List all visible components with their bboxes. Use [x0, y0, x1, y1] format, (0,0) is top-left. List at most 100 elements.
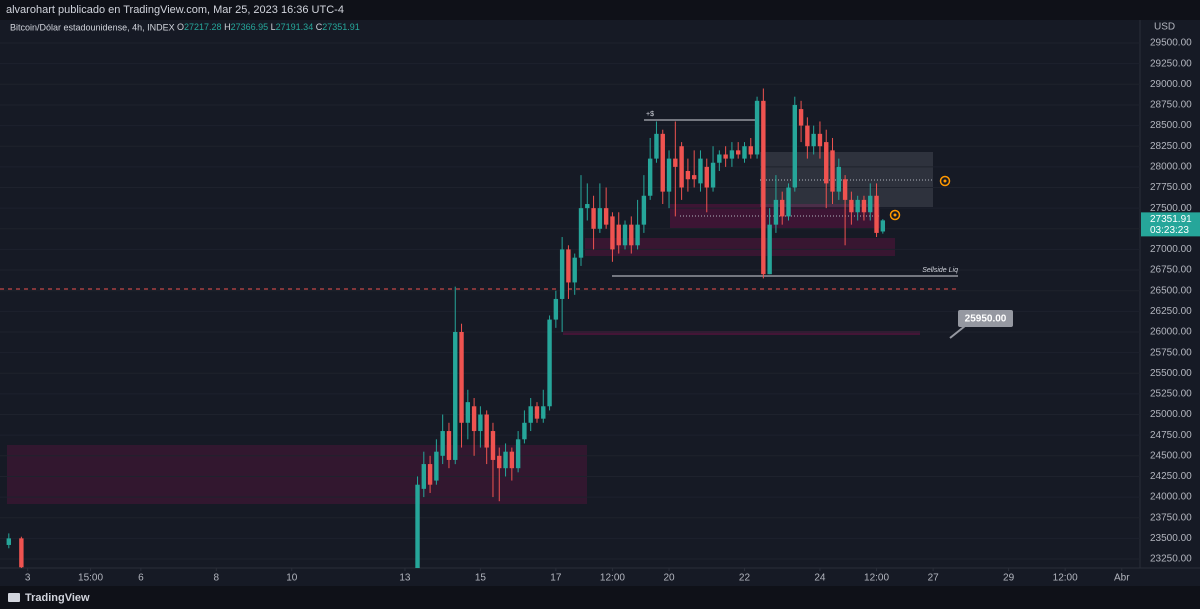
candle-body [855, 199, 860, 213]
brand-name: TradingView [25, 592, 90, 604]
ohlc-label: H [224, 22, 231, 32]
y-tick-label: 23750.00 [1150, 512, 1192, 523]
y-tick-label: 26500.00 [1150, 285, 1192, 296]
candle-body [861, 199, 867, 213]
candle-body [679, 146, 684, 188]
candle-body [792, 104, 797, 188]
candle-body [434, 451, 439, 481]
x-tick-label: 29 [1003, 573, 1015, 584]
y-tick-label: 29250.00 [1150, 58, 1192, 69]
y-tick-label: 25000.00 [1150, 409, 1192, 420]
candle-body [773, 199, 779, 225]
candle-body [585, 204, 590, 209]
x-tick-label: 27 [928, 573, 940, 584]
candle-body [874, 195, 879, 233]
candle-body [622, 224, 628, 246]
x-tick-label: 12:00 [864, 573, 889, 584]
y-tick-label: 29000.00 [1150, 79, 1192, 90]
y-tick-label: 27750.00 [1150, 182, 1192, 193]
candle-body [842, 179, 848, 200]
countdown-label: 03:23:23 [1150, 225, 1189, 236]
footer [0, 586, 1200, 609]
x-tick-label: Abr [1114, 573, 1130, 584]
candle-body [647, 158, 653, 196]
zone [7, 445, 587, 504]
x-tick-label: 6 [138, 573, 144, 584]
eye-icon [893, 213, 897, 217]
candle-body [497, 455, 502, 469]
brand-logo [8, 593, 20, 602]
candle-body [641, 195, 647, 225]
candle-body [19, 538, 24, 568]
y-tick-label: 25750.00 [1150, 347, 1192, 358]
y-tick-label: 24500.00 [1150, 450, 1192, 461]
candle-body [465, 402, 471, 423]
ohlc-label: C [316, 22, 323, 32]
candle-body [729, 150, 735, 159]
candle-body [849, 199, 854, 213]
candle-body [629, 224, 634, 246]
ohlc-label: O [177, 22, 184, 32]
candle-body [541, 406, 546, 419]
y-tick-label: 26250.00 [1150, 306, 1192, 317]
candle-body [786, 187, 791, 217]
candle-body [654, 133, 659, 159]
x-tick-label: 3 [25, 573, 31, 584]
y-tick-label: 27000.00 [1150, 244, 1192, 255]
candle-body [440, 431, 445, 456]
currency-label: USD [1154, 22, 1175, 33]
x-tick-label: 12:00 [1053, 573, 1078, 584]
candle-body [459, 331, 464, 423]
y-tick-label: 28500.00 [1150, 120, 1192, 131]
last-price-box [1141, 212, 1200, 237]
candle-body [566, 249, 571, 283]
candle-body [748, 146, 753, 155]
ohlc-value: 27191.34 [276, 22, 314, 32]
candle-body [509, 451, 515, 469]
candle-body [534, 406, 540, 419]
ohlc-label: L [271, 22, 276, 32]
top-bar [0, 0, 1200, 20]
candle-body [704, 166, 709, 188]
annotation: +$ [646, 111, 654, 118]
y-tick-label: 23500.00 [1150, 533, 1192, 544]
candle-body [471, 406, 477, 432]
y-tick-label: 26750.00 [1150, 265, 1192, 276]
candle-body [453, 331, 458, 460]
x-tick-label: 8 [214, 573, 220, 584]
candle-body [597, 208, 603, 229]
y-tick-label: 28750.00 [1150, 100, 1192, 111]
y-tick-label: 25500.00 [1150, 368, 1192, 379]
y-tick-label: 25250.00 [1150, 389, 1192, 400]
candle-body [610, 216, 615, 250]
y-tick-label: 27500.00 [1150, 203, 1192, 214]
candle-body [559, 249, 565, 299]
candle-body [742, 146, 747, 159]
y-tick-label: 28000.00 [1150, 162, 1192, 173]
candle-body [880, 220, 886, 232]
x-tick-label: 15:00 [78, 573, 103, 584]
candle-body [736, 150, 741, 155]
publisher-line: alvarohart publicado en TradingView.com,… [6, 4, 344, 16]
candle-body [817, 133, 823, 147]
candle-body [754, 100, 760, 155]
last-price-label: 27351.91 [1150, 214, 1192, 225]
candle-body [446, 431, 452, 460]
candle-body [603, 208, 609, 225]
ohlc-value: 27217.28 [184, 22, 222, 32]
candle-body [811, 133, 816, 147]
candle-body [666, 158, 672, 192]
ohlc-value: 27351.91 [322, 22, 360, 32]
x-tick-label: 13 [399, 573, 411, 584]
candle-body [824, 142, 829, 184]
candle-body [767, 224, 772, 275]
x-tick-label: 12:00 [600, 573, 625, 584]
callout-box [958, 310, 1013, 327]
candle-body [685, 170, 691, 180]
x-tick-label: 15 [475, 573, 487, 584]
annotation: Sellside Liq [922, 267, 958, 274]
candle-body [6, 538, 12, 545]
candle-body [528, 406, 533, 423]
candle-body [415, 484, 420, 568]
